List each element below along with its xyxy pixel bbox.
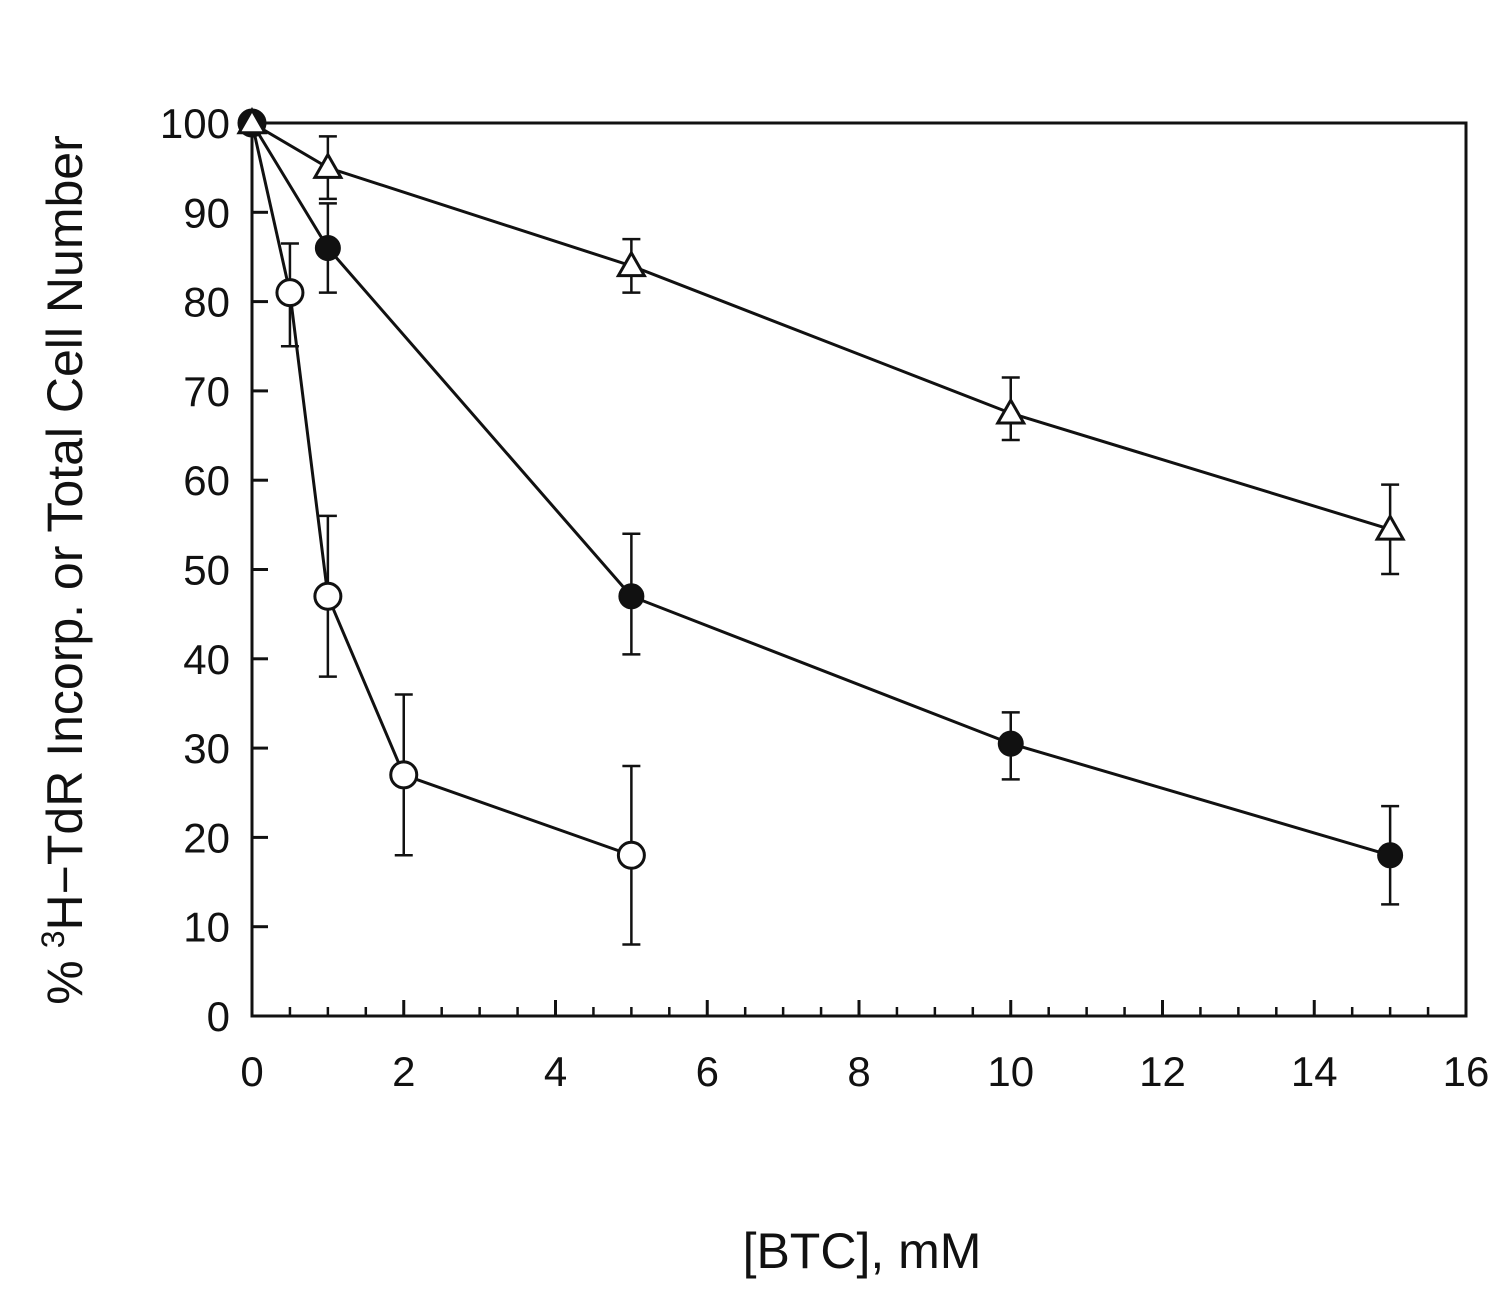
series-1-point-4 <box>1377 842 1404 869</box>
x-tick-label-0: 0 <box>240 1048 263 1095</box>
series-0-line <box>250 122 632 857</box>
y-tick-label-6: 60 <box>183 457 230 504</box>
series-2-point-2 <box>615 249 647 278</box>
y-axis-title-prefix: % <box>37 960 93 1004</box>
x-tick-label-4: 8 <box>847 1048 870 1095</box>
x-axis-title: [BTC], mM <box>743 1223 982 1279</box>
y-tick-label-10: 100 <box>160 100 230 147</box>
series-2-point-3 <box>995 397 1027 425</box>
y-axis-title-superscript: 3 <box>35 930 71 948</box>
y-tick-label-3: 30 <box>183 725 230 772</box>
series-0-point-1 <box>275 278 305 308</box>
x-tick-label-5: 10 <box>987 1048 1034 1095</box>
series-0-point-2 <box>313 581 343 611</box>
series-1-point-2 <box>618 583 645 610</box>
y-tick-label-0: 0 <box>207 993 230 1040</box>
y-axis-title-main: H−TdR Incorp. or Total Cell Number <box>37 135 93 930</box>
series-0-point-4 <box>616 840 646 870</box>
series-1-point-3 <box>997 730 1024 757</box>
x-tick-label-2: 4 <box>544 1048 567 1095</box>
series-lines <box>250 121 1391 857</box>
series-1-line <box>250 122 1391 857</box>
x-tick-label-1: 2 <box>392 1048 415 1095</box>
error-bars <box>280 135 1400 946</box>
y-tick-label-9: 90 <box>183 189 230 236</box>
series-0-point-3 <box>389 760 419 790</box>
x-tick-label-6: 12 <box>1139 1048 1186 1095</box>
y-tick-label-7: 70 <box>183 368 230 415</box>
series-1-point-1 <box>314 235 341 262</box>
series-2-point-4 <box>1374 513 1406 541</box>
ticks-layer: 0 10 20 30 40 50 60 70 80 90 100 0 2 4 6 8 10 12 14 16 <box>160 100 1489 1095</box>
data-markers <box>236 106 1406 870</box>
x-tick-label-3: 6 <box>696 1048 719 1095</box>
series-2-point-1 <box>312 151 344 179</box>
y-tick-label-1: 10 <box>183 904 230 951</box>
series-2-point-0 <box>236 106 268 135</box>
y-axis-title: % 3H−TdR Incorp. or Total Cell Number <box>35 135 93 1004</box>
x-tick-label-7: 14 <box>1291 1048 1338 1095</box>
plot-frame <box>250 121 1468 1018</box>
y-tick-label-2: 20 <box>183 814 230 861</box>
y-tick-label-4: 40 <box>183 636 230 683</box>
y-tick-label-5: 50 <box>183 547 230 594</box>
series-2-line <box>251 121 1391 531</box>
y-tick-label-8: 80 <box>183 279 230 326</box>
x-tick-label-8: 16 <box>1443 1048 1490 1095</box>
